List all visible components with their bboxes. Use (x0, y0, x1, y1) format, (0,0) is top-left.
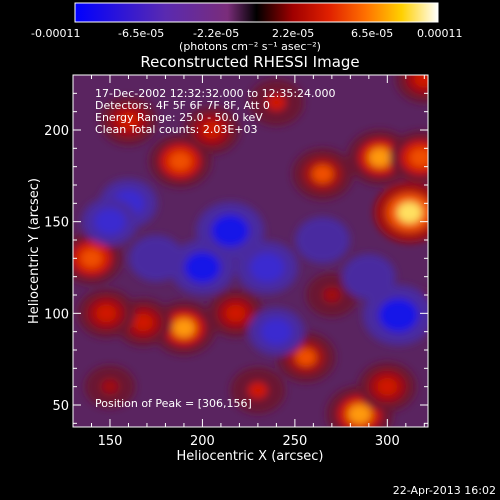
heatmap-blob (201, 121, 222, 139)
heatmap-blob (133, 314, 154, 331)
colorbar-tick: 0.00011 (417, 27, 463, 40)
heatmap-blob (101, 379, 119, 395)
heatmap-blob (118, 112, 139, 130)
heatmap-blob (311, 164, 334, 184)
heatmap-blob (354, 264, 384, 290)
plot-frame (72, 74, 429, 428)
y-tick-label: 200 (44, 124, 69, 139)
heatmap-blob (266, 94, 286, 111)
annotation-detectors: Detectors: 4F 5F 6F 7F 8F, Att 0 (95, 99, 270, 112)
x-tick-label: 150 (98, 434, 123, 449)
heatmap-blob (307, 227, 338, 253)
y-tick-label: 100 (44, 307, 69, 322)
heatmap-blob (260, 318, 292, 345)
heatmap-blob (172, 318, 196, 338)
colorbar (74, 2, 439, 23)
colorbar-tick: -6.5e-05 (118, 27, 165, 40)
annotation-peak: Position of Peak = [306,156] (95, 397, 252, 410)
heatmap-blob (347, 404, 372, 425)
colorbar-tick: -0.00011 (31, 27, 81, 40)
heatmap-blob (409, 148, 428, 167)
heatmap-blob (397, 201, 422, 224)
footer-timestamp: 22-Apr-2013 16:02 (392, 484, 496, 497)
heatmap-blob (378, 298, 418, 332)
heatmap-blob (248, 382, 268, 399)
y-tick-label: 50 (52, 399, 69, 414)
y-axis-label: Heliocentric Y (arcsec) (27, 178, 42, 324)
x-tick-label: 300 (375, 434, 400, 449)
x-tick-label: 200 (190, 434, 215, 449)
heatmap-blob (184, 252, 221, 283)
heatmap-blob (211, 214, 249, 247)
heatmap-blob (96, 304, 117, 322)
heatmap-blob (322, 287, 341, 303)
annotation-time: 17-Dec-2002 12:32:32.000 to 12:35:24.000 (95, 87, 336, 100)
heatmap-blob (295, 348, 317, 367)
heatmap-blob (377, 378, 398, 396)
x-tick-label: 250 (282, 434, 307, 449)
y-tick-label: 150 (44, 216, 69, 231)
axis-ticks: 150 200 250 300 50 100 150 200 (44, 74, 428, 449)
heatmap-blob (368, 147, 392, 168)
heatmap-blob (141, 245, 172, 272)
x-axis-label: Heliocentric X (arcsec) (177, 449, 324, 464)
colorbar-gradient (74, 2, 439, 23)
colorbar-units: (photons cm⁻² s⁻¹ asec⁻²) (179, 40, 321, 53)
colorbar-tick: -2.2e-05 (193, 27, 240, 40)
colorbar-tick: 6.5e-05 (351, 27, 394, 40)
heatmap-blob (250, 252, 285, 283)
heatmap-blob (169, 151, 192, 171)
heatmap-image (73, 75, 428, 427)
heatmap-blob (80, 249, 103, 268)
chart-title: Reconstructed RHESSI Image (140, 53, 360, 71)
heatmap-blob (94, 208, 126, 235)
annotation-clean: Clean Total counts: 2.03E+03 (95, 123, 258, 136)
colorbar-tick: 2.2e-05 (272, 27, 315, 40)
heatmap-blob (225, 304, 246, 322)
annotation-energy: Energy Range: 25.0 - 50.0 keV (95, 111, 263, 124)
